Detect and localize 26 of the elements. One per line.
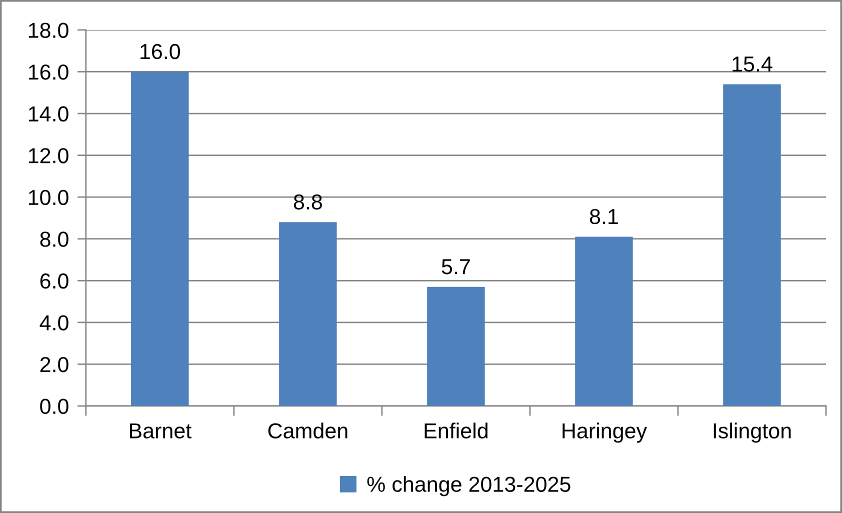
y-tick-label: 12.0 [28, 148, 68, 164]
bar [427, 286, 485, 406]
data-label: 8.8 [294, 194, 322, 210]
y-tick-label: 0.0 [40, 398, 68, 414]
bar [575, 236, 633, 406]
x-tick-label: Haringey [562, 422, 648, 443]
y-tick-label: 6.0 [40, 273, 68, 289]
y-tick-label: 18.0 [28, 22, 68, 38]
y-tick-label: 2.0 [40, 356, 68, 372]
x-tick-label: Camden [268, 422, 348, 438]
data-label: 5.7 [442, 259, 470, 274]
y-tick-label: 10.0 [28, 190, 68, 206]
bar [279, 222, 337, 406]
x-tick-label: Enfield [424, 422, 488, 438]
x-tick-label: Islington [714, 422, 791, 443]
x-tick-label: Barnet [130, 423, 192, 438]
data-label: 16.0 [140, 44, 180, 60]
bar [131, 72, 189, 406]
y-tick-label: 16.0 [28, 64, 68, 80]
y-tick-label: 4.0 [40, 315, 68, 330]
legend-label: % change 2013-2025 [367, 476, 570, 496]
y-tick-label: 14.0 [28, 106, 68, 122]
data-label: 8.1 [590, 208, 618, 224]
y-tick-label: 8.0 [40, 232, 68, 247]
data-label: 15.4 [732, 56, 772, 72]
bar [723, 84, 781, 406]
